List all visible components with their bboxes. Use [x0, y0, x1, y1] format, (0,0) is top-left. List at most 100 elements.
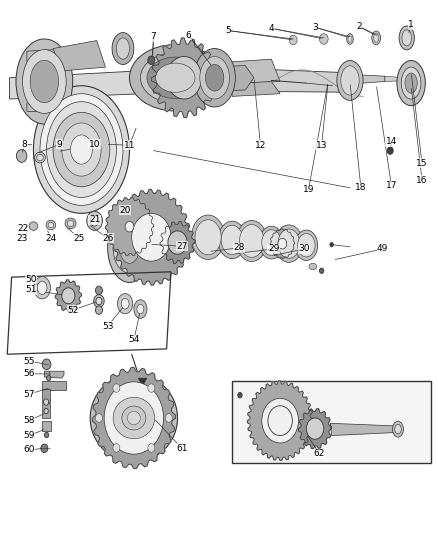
Ellipse shape [40, 94, 123, 205]
Text: 30: 30 [298, 245, 310, 254]
Circle shape [330, 243, 333, 247]
Circle shape [132, 213, 171, 261]
Circle shape [87, 211, 102, 230]
Circle shape [42, 359, 51, 369]
Ellipse shape [33, 86, 130, 213]
Ellipse shape [147, 57, 204, 99]
Circle shape [168, 231, 187, 254]
Ellipse shape [395, 424, 401, 434]
Circle shape [16, 150, 27, 163]
Bar [42, 403, 50, 418]
Ellipse shape [200, 56, 230, 99]
Ellipse shape [22, 50, 66, 114]
Circle shape [46, 375, 51, 381]
Text: 25: 25 [74, 234, 85, 243]
Text: 13: 13 [316, 141, 327, 150]
Polygon shape [112, 189, 191, 285]
Circle shape [148, 56, 155, 64]
Ellipse shape [122, 406, 146, 430]
Circle shape [262, 398, 298, 443]
Circle shape [148, 384, 155, 392]
Ellipse shape [117, 38, 130, 59]
Circle shape [96, 297, 102, 305]
Polygon shape [53, 41, 106, 71]
Text: 61: 61 [176, 444, 187, 453]
Polygon shape [10, 67, 210, 99]
Circle shape [90, 215, 99, 226]
Text: 52: 52 [67, 305, 78, 314]
Circle shape [104, 382, 163, 454]
Polygon shape [151, 38, 217, 118]
Bar [42, 389, 50, 402]
Polygon shape [247, 381, 313, 461]
Ellipse shape [121, 298, 129, 309]
Polygon shape [138, 378, 147, 386]
Text: 3: 3 [312, 23, 318, 32]
Ellipse shape [399, 26, 414, 50]
Ellipse shape [392, 421, 403, 437]
Circle shape [165, 414, 172, 422]
Ellipse shape [237, 221, 267, 262]
Bar [42, 421, 51, 431]
Text: 23: 23 [17, 234, 28, 243]
Text: 7: 7 [151, 33, 156, 42]
Ellipse shape [401, 67, 421, 99]
Circle shape [306, 418, 324, 439]
Text: 49: 49 [377, 245, 389, 254]
Circle shape [238, 392, 242, 398]
Polygon shape [92, 368, 175, 469]
Text: 1: 1 [408, 20, 414, 29]
Text: 10: 10 [89, 140, 100, 149]
Bar [42, 381, 66, 390]
Ellipse shape [46, 220, 56, 230]
Ellipse shape [37, 155, 43, 161]
Polygon shape [106, 197, 153, 256]
Circle shape [278, 238, 287, 249]
Text: 51: 51 [25, 285, 37, 294]
Ellipse shape [262, 230, 281, 255]
Text: 2: 2 [356, 22, 361, 31]
Polygon shape [210, 67, 341, 92]
Text: 15: 15 [416, 159, 428, 168]
Ellipse shape [113, 223, 146, 273]
Text: 53: 53 [102, 321, 113, 330]
Ellipse shape [341, 66, 359, 95]
Text: 5: 5 [225, 26, 231, 35]
Ellipse shape [106, 389, 162, 447]
Ellipse shape [53, 112, 110, 187]
Ellipse shape [67, 220, 74, 227]
Ellipse shape [90, 374, 177, 462]
Text: 19: 19 [303, 185, 314, 195]
Ellipse shape [218, 221, 246, 259]
Ellipse shape [137, 304, 144, 314]
Ellipse shape [205, 64, 224, 91]
Circle shape [319, 268, 324, 273]
Polygon shape [330, 423, 399, 435]
Text: 9: 9 [57, 140, 63, 149]
Circle shape [113, 384, 120, 392]
Circle shape [319, 34, 328, 44]
Text: 62: 62 [314, 449, 325, 458]
Ellipse shape [46, 102, 117, 197]
Ellipse shape [397, 61, 425, 106]
Text: 60: 60 [23, 446, 35, 455]
Ellipse shape [240, 224, 264, 257]
Text: 12: 12 [255, 141, 266, 150]
Circle shape [41, 444, 48, 453]
Ellipse shape [297, 233, 315, 257]
Text: 18: 18 [355, 183, 367, 192]
Text: 11: 11 [124, 141, 135, 150]
Ellipse shape [259, 226, 284, 259]
Circle shape [44, 432, 49, 438]
Text: 24: 24 [45, 234, 57, 243]
Ellipse shape [402, 30, 412, 46]
Text: 27: 27 [176, 242, 187, 251]
Circle shape [113, 443, 120, 452]
Text: 55: 55 [23, 357, 35, 366]
Ellipse shape [117, 294, 133, 314]
Circle shape [387, 147, 393, 155]
Bar [232, 381, 431, 463]
Circle shape [95, 286, 102, 295]
Circle shape [44, 408, 48, 414]
Ellipse shape [29, 222, 38, 230]
